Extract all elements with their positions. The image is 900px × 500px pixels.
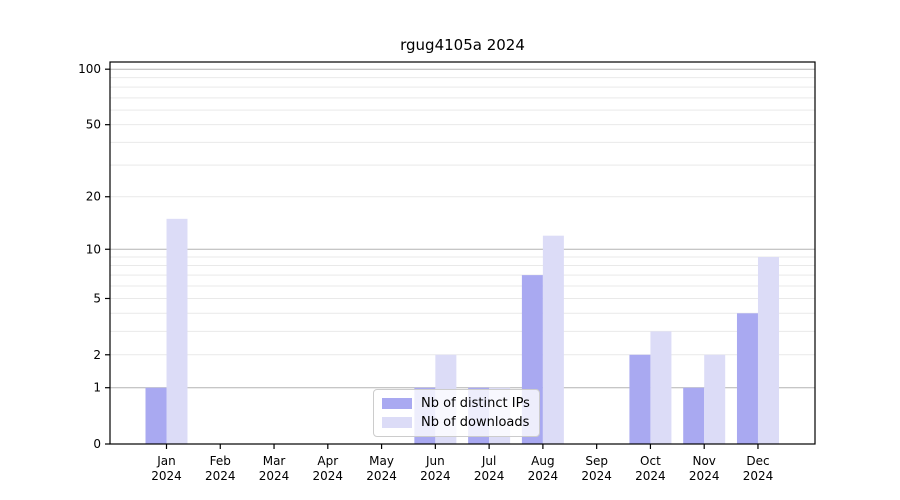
bar-distinct-ips-jan — [145, 387, 167, 444]
minor-gridlines — [110, 77, 815, 356]
x-axis-month-label: Mar — [263, 454, 286, 468]
x-axis-year-label: 2024 — [743, 469, 774, 483]
x-axis-month-label: Sep — [585, 454, 608, 468]
x-axis-month-label: Oct — [640, 454, 661, 468]
x-axis-month-label: Nov — [692, 454, 715, 468]
y-axis-tick-label: 0 — [93, 437, 101, 451]
y-axis-tick-label: 2 — [93, 348, 101, 362]
x-axis-year-label: 2024 — [313, 469, 344, 483]
x-axis-month-label: Apr — [317, 454, 338, 468]
x-axis-year-label: 2024 — [151, 469, 182, 483]
y-axis-tick-label: 20 — [86, 190, 101, 204]
x-axis-year-label: 2024 — [205, 469, 236, 483]
axis-labels: 0125102050100Jan2024Feb2024Mar2024Apr202… — [78, 62, 773, 483]
x-axis-year-label: 2024 — [635, 469, 666, 483]
x-axis-month-label: Feb — [210, 454, 231, 468]
x-axis-month-label: May — [369, 454, 394, 468]
legend-row: Nb of distinct IPs — [382, 396, 531, 411]
x-axis-year-label: 2024 — [689, 469, 720, 483]
major-gridlines — [110, 68, 815, 389]
bar-distinct-ips-nov — [683, 387, 705, 444]
bar-downloads-aug — [542, 235, 564, 444]
x-axis-year-label: 2024 — [474, 469, 505, 483]
legend-label-downloads: Nb of downloads — [421, 415, 530, 430]
x-axis-year-label: 2024 — [259, 469, 290, 483]
y-axis-tick-label: 5 — [93, 291, 101, 305]
legend-swatch-distinct-ips — [382, 398, 412, 409]
x-axis-month-label: Jun — [425, 454, 445, 468]
legend-row: Nb of downloads — [382, 415, 531, 430]
x-axis-month-label: Aug — [531, 454, 554, 468]
plot-border — [109, 61, 816, 445]
x-axis-month-label: Dec — [746, 454, 769, 468]
y-axis-tick-label: 10 — [86, 242, 101, 256]
y-axis-tick-label: 50 — [86, 118, 101, 132]
y-axis-tick-label: 1 — [93, 381, 101, 395]
bar-downloads-oct — [650, 331, 672, 444]
bar-downloads-dec — [757, 257, 779, 444]
legend: Nb of distinct IPs Nb of downloads — [373, 389, 540, 437]
axis-ticks — [105, 68, 759, 449]
x-axis-year-label: 2024 — [366, 469, 397, 483]
bar-downloads-nov — [704, 354, 726, 444]
bar-distinct-ips-oct — [629, 354, 651, 444]
chart-title: rgug4105a 2024 — [400, 36, 525, 54]
bar-downloads-jan — [166, 218, 188, 444]
y-axis-tick-label: 100 — [78, 62, 101, 76]
legend-swatch-downloads — [382, 417, 412, 428]
x-axis-year-label: 2024 — [420, 469, 451, 483]
bar-distinct-ips-dec — [736, 313, 758, 444]
x-axis-year-label: 2024 — [528, 469, 559, 483]
plot-frame — [109, 61, 816, 445]
x-axis-month-label: Jan — [156, 454, 176, 468]
x-axis-month-label: Jul — [481, 454, 496, 468]
x-axis-year-label: 2024 — [581, 469, 612, 483]
legend-label-distinct-ips: Nb of distinct IPs — [421, 396, 530, 411]
